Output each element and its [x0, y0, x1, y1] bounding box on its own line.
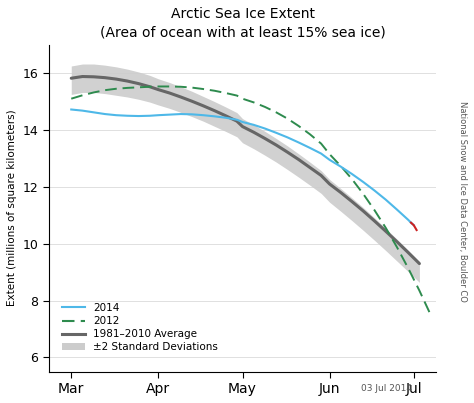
- Text: 03 Jul 2014: 03 Jul 2014: [361, 384, 412, 393]
- Legend: 2014, 2012, 1981–2010 Average, ±2 Standard Deviations: 2014, 2012, 1981–2010 Average, ±2 Standa…: [58, 299, 222, 357]
- Y-axis label: Extent (millions of square kilometers): Extent (millions of square kilometers): [7, 110, 17, 306]
- Text: National Snow and Ice Data Center, Boulder CO: National Snow and Ice Data Center, Bould…: [458, 101, 466, 302]
- Title: Arctic Sea Ice Extent
(Area of ocean with at least 15% sea ice): Arctic Sea Ice Extent (Area of ocean wit…: [100, 7, 385, 39]
